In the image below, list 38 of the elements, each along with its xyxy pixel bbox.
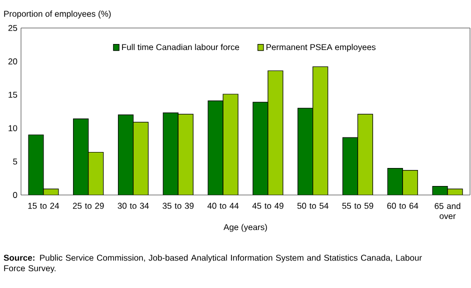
bar <box>132 122 149 195</box>
bar <box>387 168 403 195</box>
legend-label: Full time Canadian labour force <box>122 44 240 50</box>
text: Source: Public Service Commission, Job-based Analytical Information System and Statistics Canada, Labour Force Survey. <box>4 254 422 273</box>
x-tick-label: 45 to 49 <box>252 202 284 209</box>
y-tick-label: 15 <box>8 92 18 98</box>
bar <box>118 114 134 195</box>
x-tick-label: 60 to 64 <box>387 202 418 209</box>
y-tick-label: 5 <box>13 158 18 165</box>
x-tick-label: 30 to 34 <box>118 202 149 209</box>
bar <box>162 112 178 195</box>
bar <box>268 70 284 195</box>
y-tick-label: 25 <box>8 24 18 31</box>
x-tick-label: 40 to 44 <box>207 202 239 209</box>
bar <box>178 114 194 195</box>
bar <box>28 134 44 195</box>
bar <box>357 114 374 195</box>
bar <box>88 152 104 195</box>
legend-label: Permanent PSEA employees <box>266 44 376 52</box>
bar <box>252 102 268 195</box>
bar <box>222 94 238 195</box>
x-tick-label: 65 and over <box>434 202 460 220</box>
x-axis-title: Age (years) <box>224 224 267 232</box>
y-tick-label: 20 <box>8 58 18 64</box>
bar <box>73 118 89 195</box>
x-tick-label: 35 to 39 <box>162 202 194 209</box>
x-tick-label: 15 to 24 <box>28 202 60 209</box>
x-tick-label: 55 to 59 <box>342 202 374 209</box>
x-tick-label: 50 to 54 <box>297 202 328 209</box>
y-tick-label: 10 <box>8 125 18 132</box>
y-axis-title: Proportion of employees (%) <box>4 10 111 18</box>
bar <box>208 100 224 195</box>
bar <box>312 66 328 195</box>
bar <box>402 170 418 195</box>
bar <box>298 108 314 195</box>
x-tick-label: 25 to 29 <box>72 202 104 209</box>
y-tick-label: 0 <box>13 192 18 198</box>
bar <box>342 137 358 195</box>
